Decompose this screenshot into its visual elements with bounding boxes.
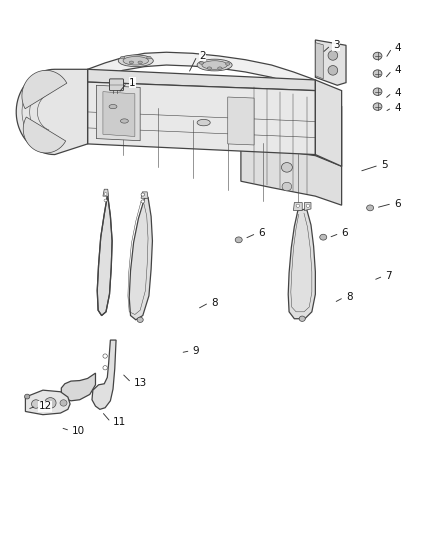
Polygon shape [88,82,315,155]
Ellipse shape [118,55,153,67]
Ellipse shape [328,66,338,75]
Ellipse shape [320,235,327,240]
Ellipse shape [281,163,293,172]
Ellipse shape [306,204,310,207]
Polygon shape [25,390,70,415]
Polygon shape [315,43,323,79]
Text: 13: 13 [134,378,147,387]
Text: 10: 10 [72,426,85,435]
Text: 6: 6 [342,229,348,238]
Ellipse shape [141,200,145,203]
Text: 1: 1 [129,78,136,87]
Text: 12: 12 [39,401,52,411]
Polygon shape [61,373,95,401]
Ellipse shape [147,56,151,59]
Ellipse shape [129,61,134,63]
Polygon shape [315,40,346,85]
Text: 3: 3 [333,41,339,50]
Text: 4: 4 [394,43,401,53]
Polygon shape [315,80,342,166]
Ellipse shape [32,400,40,408]
Polygon shape [288,209,315,319]
Ellipse shape [296,204,300,207]
Text: 8: 8 [346,293,353,302]
Polygon shape [241,85,342,166]
Polygon shape [92,340,116,409]
Polygon shape [293,203,302,211]
Polygon shape [228,97,254,145]
Text: 4: 4 [394,103,401,112]
Ellipse shape [109,104,117,109]
Ellipse shape [104,193,107,195]
Ellipse shape [373,52,382,60]
Polygon shape [141,192,148,198]
Ellipse shape [123,56,148,65]
Ellipse shape [120,119,128,123]
Text: 9: 9 [193,346,199,356]
Polygon shape [241,145,342,205]
Ellipse shape [202,61,227,69]
Polygon shape [97,196,112,316]
Ellipse shape [45,398,56,408]
Polygon shape [304,203,311,211]
Ellipse shape [299,316,305,321]
Ellipse shape [141,193,145,196]
Ellipse shape [218,67,222,69]
Ellipse shape [373,88,382,95]
Polygon shape [103,189,109,196]
Text: 2: 2 [199,51,206,61]
Polygon shape [22,70,67,109]
Ellipse shape [197,119,210,126]
Ellipse shape [282,182,292,191]
Ellipse shape [103,366,107,370]
Ellipse shape [207,67,212,69]
Text: 7: 7 [385,271,392,281]
Polygon shape [23,117,66,153]
Text: 8: 8 [211,298,218,308]
Ellipse shape [373,103,382,110]
Text: 11: 11 [113,417,126,427]
Polygon shape [88,52,315,91]
Ellipse shape [199,62,204,64]
Polygon shape [16,69,88,155]
Ellipse shape [120,56,125,59]
Ellipse shape [235,237,242,243]
Text: 4: 4 [394,66,401,75]
Ellipse shape [60,400,67,406]
Ellipse shape [373,70,382,77]
Polygon shape [96,85,140,141]
Ellipse shape [103,354,107,358]
Text: 6: 6 [394,199,401,208]
Polygon shape [88,69,315,91]
Ellipse shape [328,51,338,60]
Ellipse shape [226,63,230,65]
Ellipse shape [138,61,142,63]
Ellipse shape [25,394,30,399]
Ellipse shape [137,317,143,322]
Ellipse shape [104,199,107,201]
FancyBboxPatch shape [110,79,124,91]
Polygon shape [129,197,152,320]
Ellipse shape [197,59,232,71]
Polygon shape [103,92,135,136]
Text: 6: 6 [258,229,265,238]
Ellipse shape [367,205,374,211]
Text: 5: 5 [381,160,388,170]
Text: 4: 4 [394,88,401,98]
